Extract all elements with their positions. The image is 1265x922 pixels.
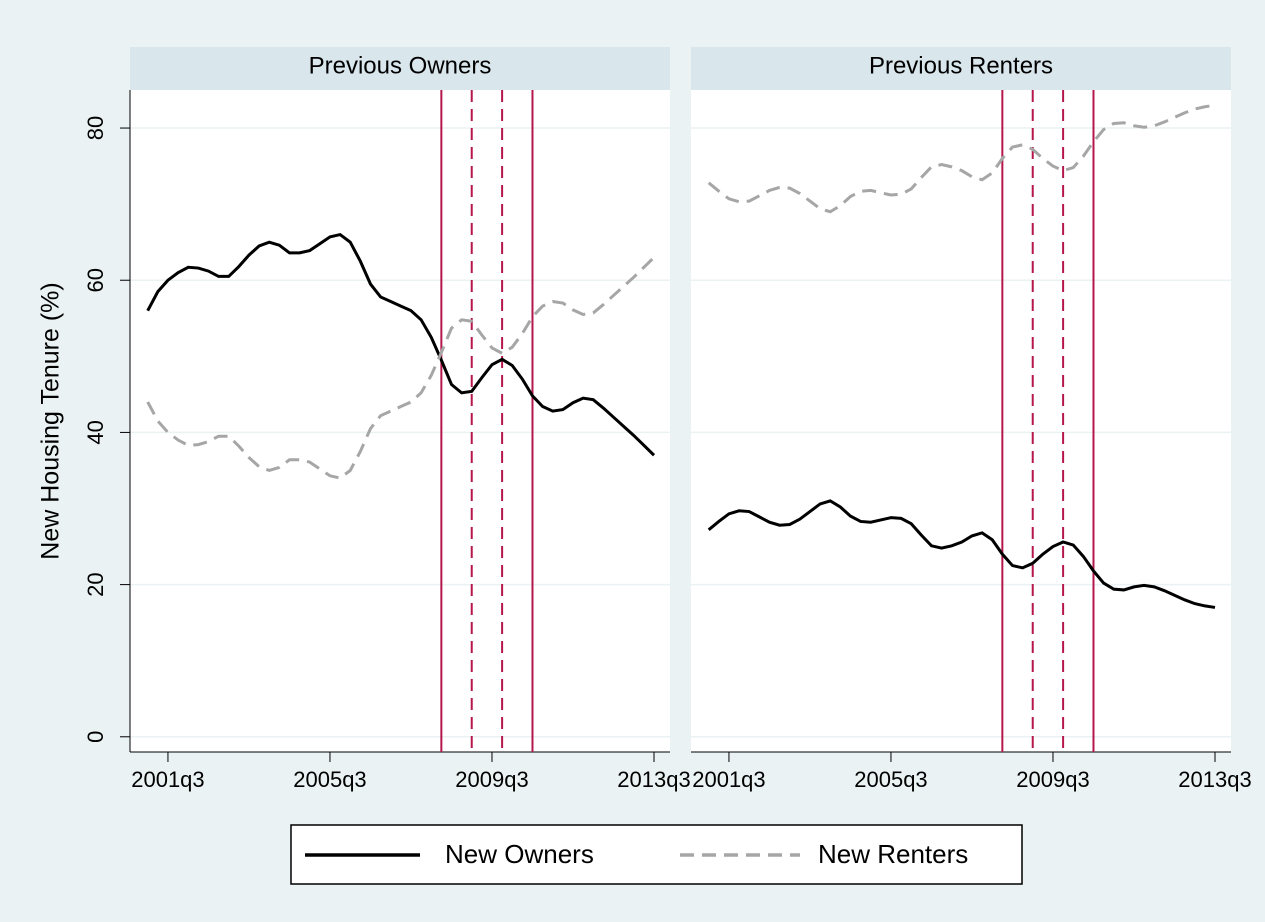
series-line (707, 103, 1216, 214)
plot-area (130, 90, 670, 752)
x-tick-label: 2013q3 (617, 767, 690, 792)
y-tick-label: 20 (83, 572, 108, 596)
x-tick-label: 2001q3 (692, 767, 765, 792)
x-tick-label: 2001q3 (131, 767, 204, 792)
x-tick-label: 2005q3 (854, 767, 927, 792)
panel-title: Previous Owners (309, 52, 492, 79)
panel-header (691, 47, 1231, 90)
series-line (146, 232, 656, 457)
y-tick-label: 0 (83, 731, 108, 743)
y-tick-label: 80 (83, 116, 108, 140)
x-tick-label: 2013q3 (1178, 767, 1251, 792)
y-tick-label: 60 (83, 268, 108, 292)
x-tick-label: 2005q3 (293, 767, 366, 792)
plot-area (691, 90, 1231, 752)
series-line (707, 499, 1216, 609)
legend-label: New Owners (445, 839, 594, 869)
series-line (146, 256, 656, 480)
y-tick-label: 40 (83, 420, 108, 444)
legend-label: New Renters (818, 839, 968, 869)
x-tick-label: 2009q3 (1016, 767, 1089, 792)
x-tick-label: 2009q3 (455, 767, 528, 792)
panel-header (130, 47, 670, 90)
panel-title: Previous Renters (869, 52, 1053, 79)
y-axis-title: New Housing Tenure (%) (37, 282, 65, 559)
